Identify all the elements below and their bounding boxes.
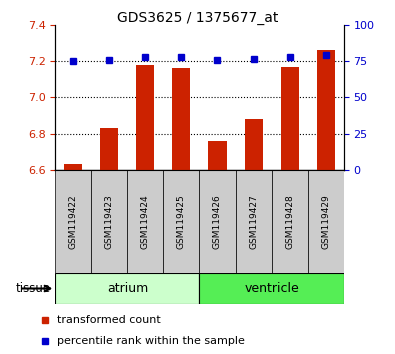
Text: GSM119428: GSM119428 (285, 194, 294, 249)
Bar (245, 119, 263, 170)
Bar (173, 68, 190, 170)
Bar (164, 170, 199, 273)
Text: atrium: atrium (107, 282, 148, 295)
Bar (308, 170, 344, 273)
Text: percentile rank within the sample: percentile rank within the sample (57, 336, 245, 346)
Text: GSM119423: GSM119423 (105, 194, 114, 249)
Bar (91, 170, 127, 273)
Bar (136, 65, 154, 170)
Bar (280, 67, 299, 170)
Bar (272, 170, 308, 273)
Bar (199, 170, 235, 273)
Text: ventricle: ventricle (244, 282, 299, 295)
Bar (317, 50, 335, 170)
Bar (209, 141, 226, 170)
Text: transformed count: transformed count (57, 315, 161, 325)
Bar (235, 170, 272, 273)
Text: GDS3625 / 1375677_at: GDS3625 / 1375677_at (117, 11, 278, 25)
Bar (55, 170, 91, 273)
Text: tissue: tissue (16, 282, 51, 295)
Bar (64, 165, 82, 170)
Bar (127, 170, 164, 273)
Bar (100, 128, 118, 170)
Text: GSM119425: GSM119425 (177, 194, 186, 249)
Text: GSM119424: GSM119424 (141, 194, 150, 249)
Text: GSM119427: GSM119427 (249, 194, 258, 249)
Bar (55, 273, 199, 304)
Text: GSM119429: GSM119429 (321, 194, 330, 249)
Text: GSM119422: GSM119422 (69, 194, 78, 249)
Text: GSM119426: GSM119426 (213, 194, 222, 249)
Bar (199, 273, 344, 304)
